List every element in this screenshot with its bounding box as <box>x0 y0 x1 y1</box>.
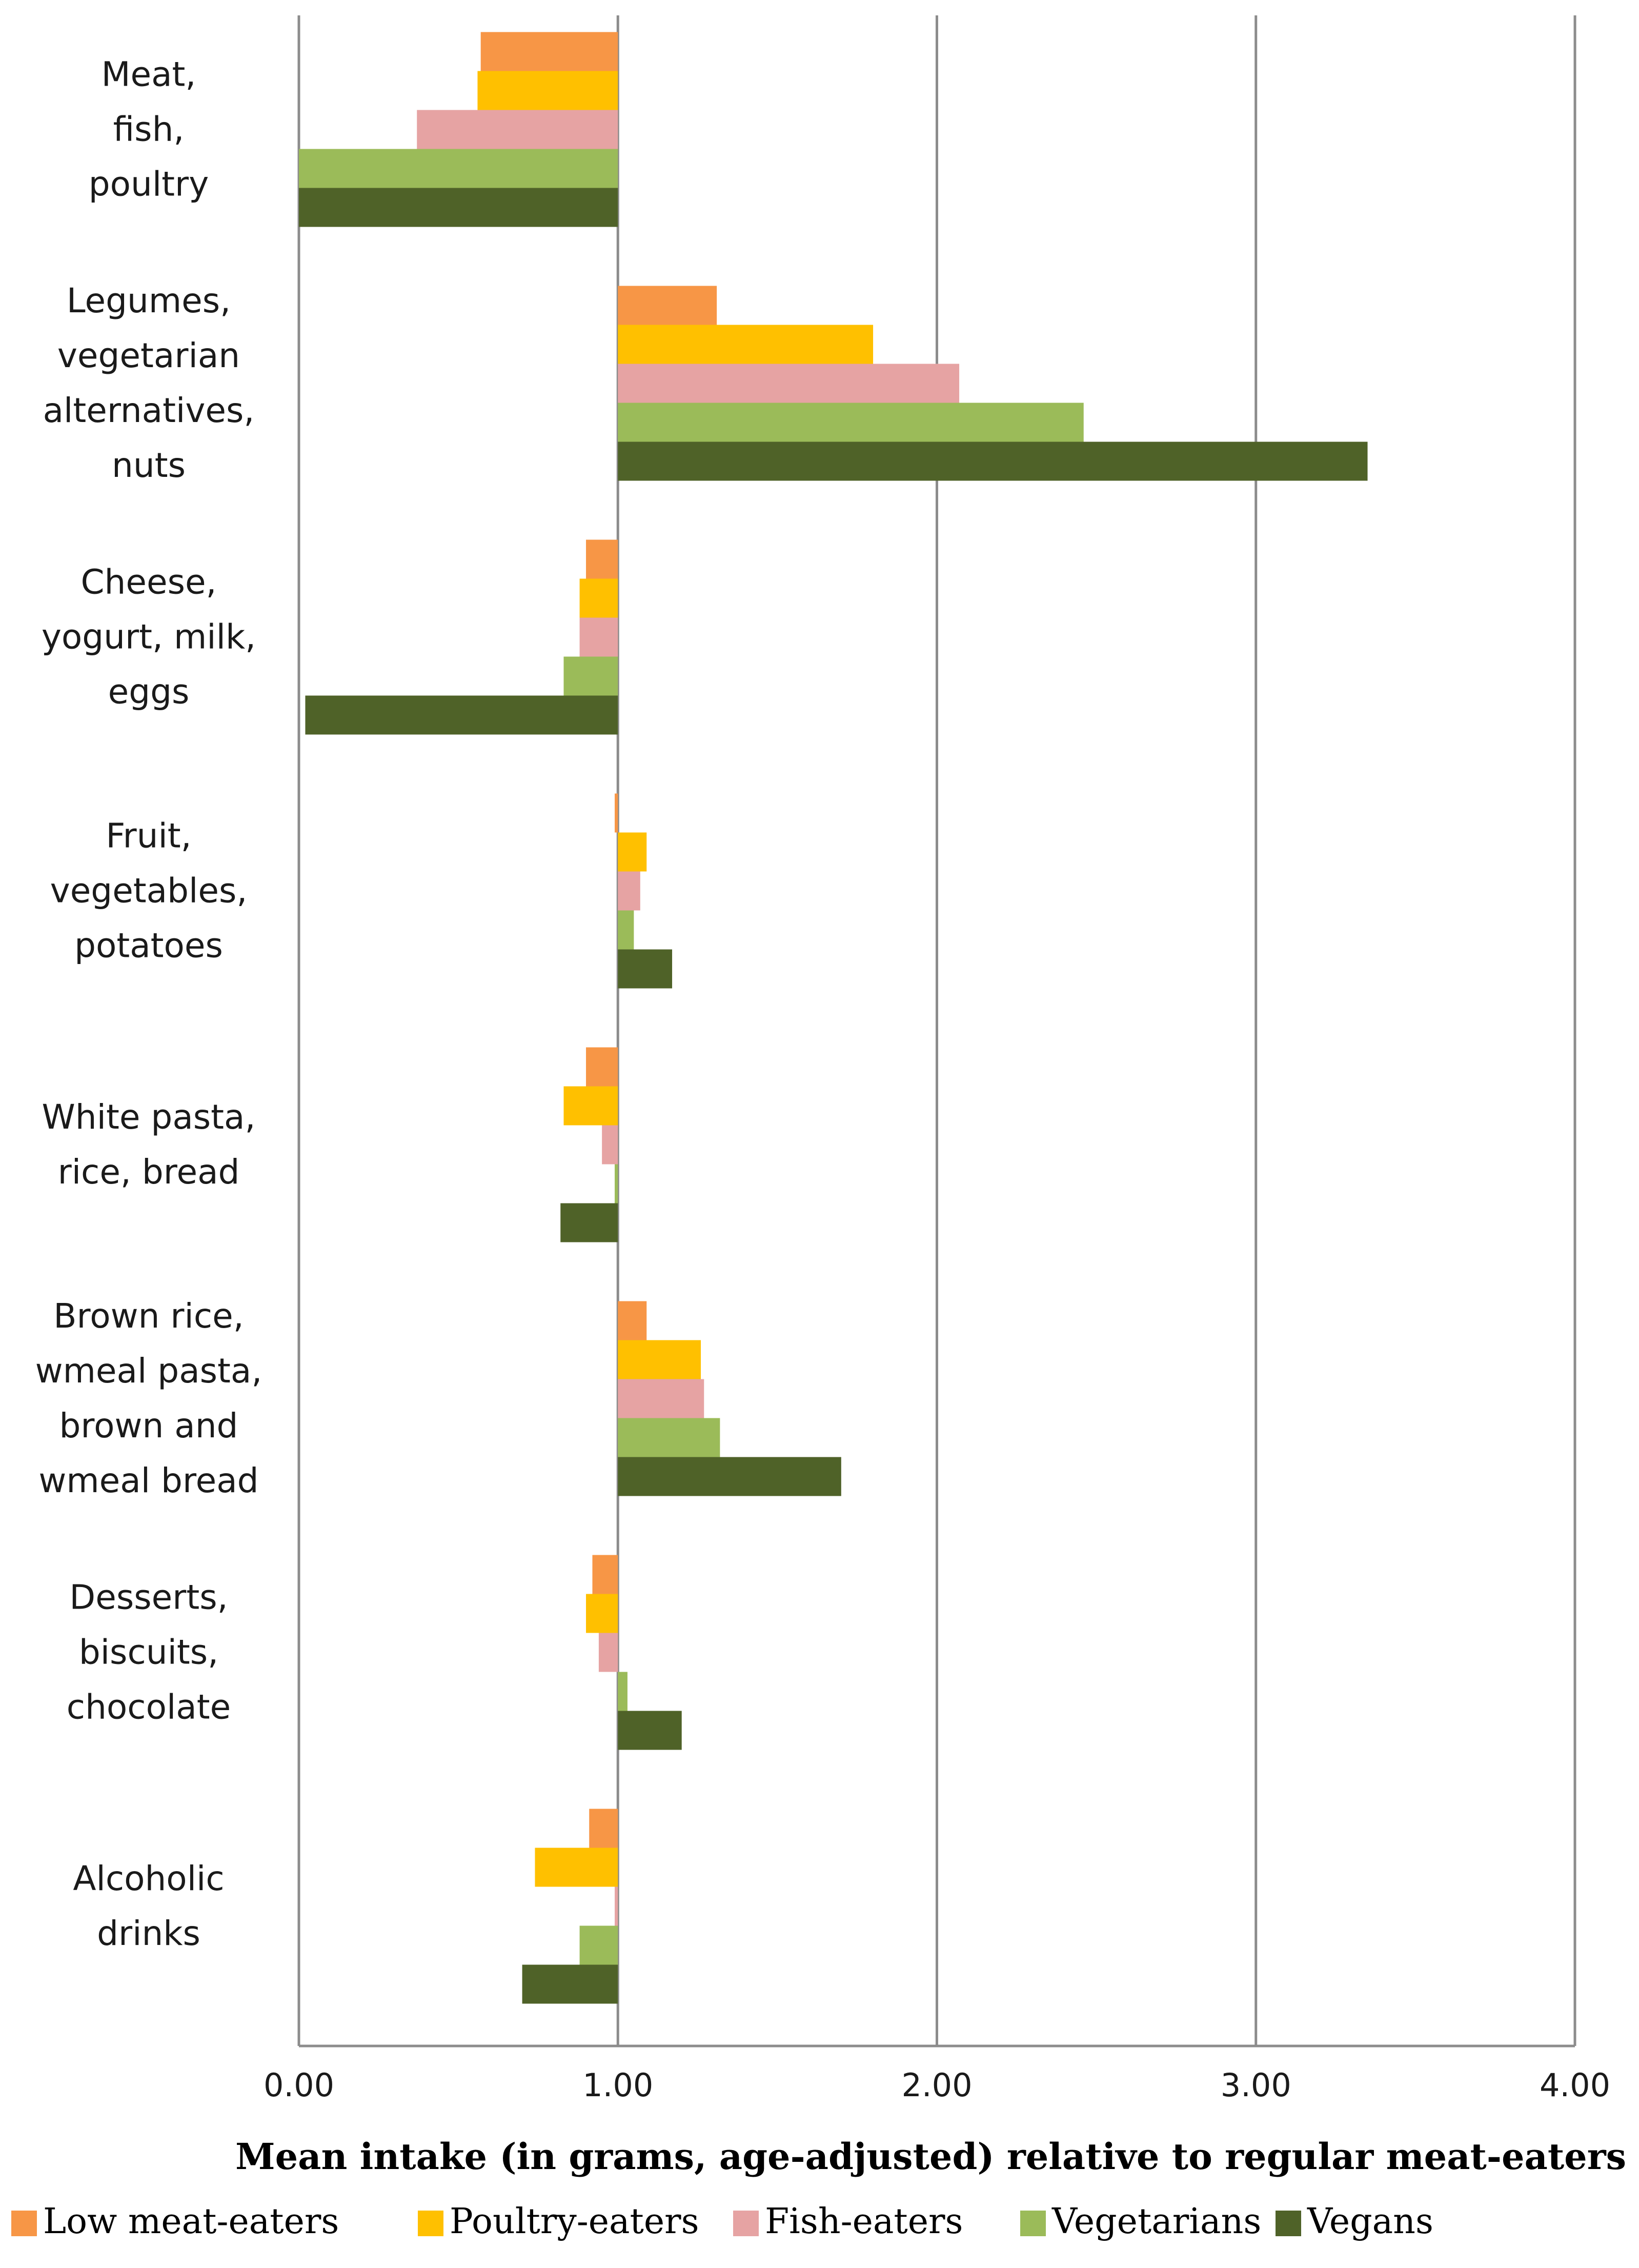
bar <box>602 1125 618 1165</box>
bar <box>535 1848 618 1887</box>
bar <box>618 1418 720 1457</box>
bar <box>589 1809 618 1848</box>
category-label: vegetables, <box>50 871 248 911</box>
category-label: alternatives, <box>43 391 255 430</box>
category-label: wmeal bread <box>38 1461 258 1500</box>
category-label: brown and <box>59 1406 238 1446</box>
bar <box>618 1340 701 1379</box>
bar <box>299 188 618 227</box>
category-label: Meat, <box>102 55 196 94</box>
bar <box>618 1301 647 1340</box>
x-tick-label: 4.00 <box>1540 2066 1610 2104</box>
bar <box>592 1555 618 1594</box>
bar <box>586 539 618 579</box>
bar <box>618 364 960 403</box>
category-label: Fruit, <box>106 816 191 856</box>
bar <box>618 1379 704 1418</box>
bar <box>618 1711 682 1750</box>
bar <box>522 1964 618 2004</box>
legend-swatch <box>11 2211 37 2236</box>
bar <box>615 793 618 833</box>
legend-swatch <box>733 2211 759 2236</box>
bar <box>618 325 874 364</box>
bar <box>598 1633 618 1672</box>
bar <box>477 71 618 110</box>
bar <box>563 656 618 696</box>
category-label: potatoes <box>74 926 223 966</box>
bar <box>579 578 618 618</box>
bar <box>618 949 673 989</box>
x-axis-title: Mean intake (in grams, age-adjusted) rel… <box>235 2135 1626 2178</box>
bar <box>618 1457 841 1496</box>
category-label: drinks <box>97 1914 200 1953</box>
category-label: yogurt, milk, <box>42 617 256 657</box>
legend-label: Vegans <box>1307 2201 1433 2242</box>
x-tick-label: 2.00 <box>901 2066 972 2104</box>
category-label: biscuits, <box>79 1633 218 1672</box>
legend-label: Poultry-eaters <box>450 2201 699 2242</box>
x-tick-label: 0.00 <box>264 2066 334 2104</box>
bar <box>586 1594 618 1633</box>
bar <box>563 1086 618 1126</box>
bar <box>305 695 618 735</box>
category-label: Alcoholic <box>73 1859 224 1898</box>
bar <box>618 441 1368 481</box>
bar <box>618 871 640 911</box>
category-label: eggs <box>108 672 190 712</box>
bar <box>586 1047 618 1087</box>
bar <box>615 1886 618 1926</box>
category-label: poultry <box>89 165 209 204</box>
bar <box>618 910 634 950</box>
category-label: Desserts, <box>69 1578 228 1617</box>
bar <box>579 1925 618 1965</box>
legend-label: Fish-eaters <box>765 2201 963 2242</box>
bar <box>618 286 717 325</box>
category-label: nuts <box>112 446 186 485</box>
bar <box>417 110 618 149</box>
category-label: Brown rice, <box>53 1296 244 1336</box>
category-label: vegetarian <box>57 336 240 375</box>
bar <box>480 32 618 71</box>
x-tick-label: 3.00 <box>1221 2066 1291 2104</box>
bar <box>615 1164 618 1203</box>
bar <box>618 1672 628 1711</box>
legend-swatch <box>1276 2211 1301 2236</box>
category-label: White pasta, <box>42 1097 256 1137</box>
bar <box>618 403 1084 442</box>
category-label: rice, bread <box>58 1152 240 1192</box>
category-label: Legumes, <box>67 281 231 320</box>
legend-swatch <box>1020 2211 1046 2236</box>
legend-swatch <box>418 2211 443 2236</box>
bar <box>299 149 618 188</box>
legend-label: Low meat-eaters <box>43 2201 339 2242</box>
x-tick-label: 1.00 <box>582 2066 653 2104</box>
bar <box>618 832 647 872</box>
category-label: Cheese, <box>80 563 216 602</box>
category-label: wmeal pasta, <box>35 1351 262 1391</box>
category-label: chocolate <box>67 1688 231 1727</box>
bar <box>579 617 618 657</box>
bar <box>560 1203 618 1242</box>
category-label: fish, <box>113 110 185 149</box>
legend-label: Vegetarians <box>1051 2201 1261 2242</box>
